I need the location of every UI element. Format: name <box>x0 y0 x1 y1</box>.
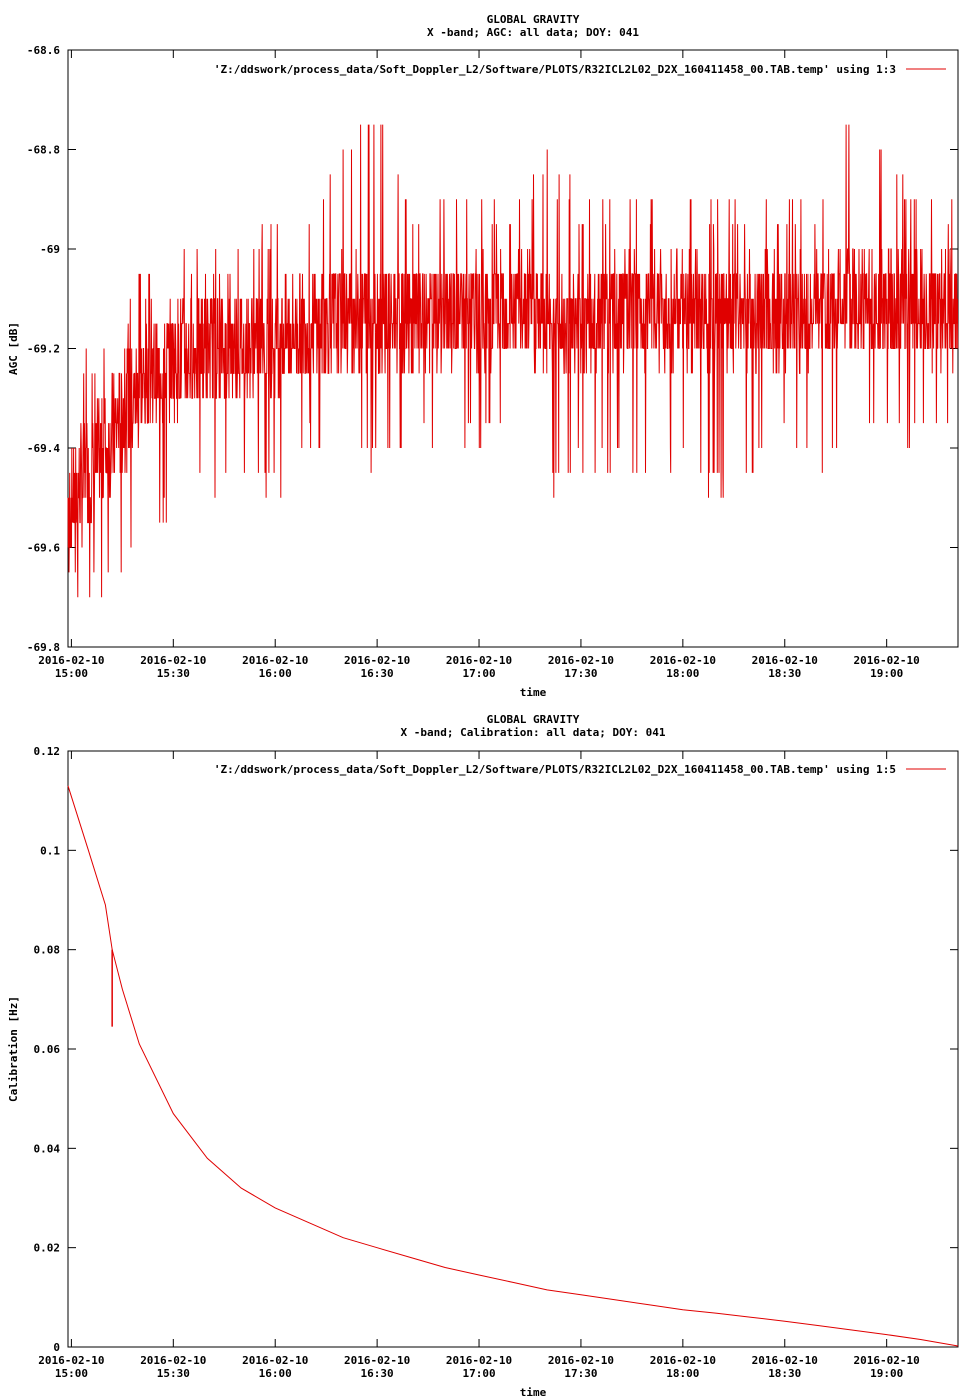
x-tick-label: 2016-02-10 <box>548 1354 614 1367</box>
x-tick-label: 17:00 <box>462 667 495 680</box>
x-tick-label: 2016-02-10 <box>242 1354 308 1367</box>
y-axis-label: Calibration [Hz] <box>7 996 20 1102</box>
x-tick-label: 15:00 <box>55 1367 88 1380</box>
plot-frame <box>67 750 959 1348</box>
x-tick-label: 18:30 <box>768 1367 801 1380</box>
y-tick-label: -69.8 <box>27 641 60 654</box>
y-tick-label: -69.6 <box>27 542 60 555</box>
x-tick-label: 2016-02-10 <box>854 654 920 667</box>
x-tick-label: 2016-02-10 <box>344 654 410 667</box>
x-tick-label: 2016-02-10 <box>854 1354 920 1367</box>
series-line-calibration <box>67 785 959 1347</box>
x-tick-label: 19:00 <box>870 1367 903 1380</box>
y-axis-label: AGC [dB] <box>7 322 20 375</box>
y-tick-label: 0.08 <box>34 944 61 957</box>
y-tick-label: -68.8 <box>27 144 60 157</box>
x-tick-label: 16:30 <box>361 667 394 680</box>
chart-subtitle: X -band; AGC: all data; DOY: 041 <box>427 26 639 39</box>
y-tick-label: 0.02 <box>34 1242 61 1255</box>
x-tick-label: 16:30 <box>361 1367 394 1380</box>
x-tick-label: 2016-02-10 <box>446 1354 512 1367</box>
x-tick-label: 2016-02-10 <box>752 654 818 667</box>
x-tick-label: 15:30 <box>157 1367 190 1380</box>
x-tick-label: 15:00 <box>55 667 88 680</box>
x-tick-label: 19:00 <box>870 667 903 680</box>
x-tick-label: 2016-02-10 <box>140 1354 206 1367</box>
x-tick-label: 2016-02-10 <box>446 654 512 667</box>
series-line-agc <box>67 124 959 598</box>
x-tick-label: 17:00 <box>462 1367 495 1380</box>
x-tick-label: 2016-02-10 <box>650 654 716 667</box>
y-tick-label: -69.2 <box>27 343 60 356</box>
x-tick-label: 2016-02-10 <box>242 654 308 667</box>
x-tick-label: 17:30 <box>564 1367 597 1380</box>
x-tick-label: 16:00 <box>259 667 292 680</box>
x-axis-label: time <box>520 686 547 699</box>
y-tick-label: 0.04 <box>34 1142 61 1155</box>
chart-title: GLOBAL GRAVITY <box>487 13 580 26</box>
x-tick-label: 2016-02-10 <box>344 1354 410 1367</box>
x-axis-label: time <box>520 1386 547 1399</box>
legend-label: 'Z:/ddswork/process_data/Soft_Doppler_L2… <box>214 63 896 76</box>
x-tick-label: 2016-02-10 <box>548 654 614 667</box>
x-tick-label: 18:00 <box>666 1367 699 1380</box>
y-tick-label: 0.1 <box>40 844 60 857</box>
x-tick-label: 18:30 <box>768 667 801 680</box>
x-tick-label: 2016-02-10 <box>650 1354 716 1367</box>
x-tick-label: 2016-02-10 <box>752 1354 818 1367</box>
chart-title: GLOBAL GRAVITY <box>487 713 580 726</box>
x-tick-label: 17:30 <box>564 667 597 680</box>
x-tick-label: 16:00 <box>259 1367 292 1380</box>
y-tick-label: -68.6 <box>27 44 60 57</box>
x-tick-label: 2016-02-10 <box>38 654 104 667</box>
y-tick-label: 0.12 <box>34 745 61 758</box>
y-tick-label: -69.4 <box>27 442 60 455</box>
x-tick-label: 15:30 <box>157 667 190 680</box>
legend-label: 'Z:/ddswork/process_data/Soft_Doppler_L2… <box>214 763 896 776</box>
chart-subtitle: X -band; Calibration: all data; DOY: 041 <box>401 726 666 739</box>
x-tick-label: 2016-02-10 <box>140 654 206 667</box>
y-tick-label: 0 <box>53 1341 60 1354</box>
y-tick-label: 0.06 <box>34 1043 61 1056</box>
y-tick-label: -69 <box>40 243 60 256</box>
x-tick-label: 2016-02-10 <box>38 1354 104 1367</box>
x-tick-label: 18:00 <box>666 667 699 680</box>
